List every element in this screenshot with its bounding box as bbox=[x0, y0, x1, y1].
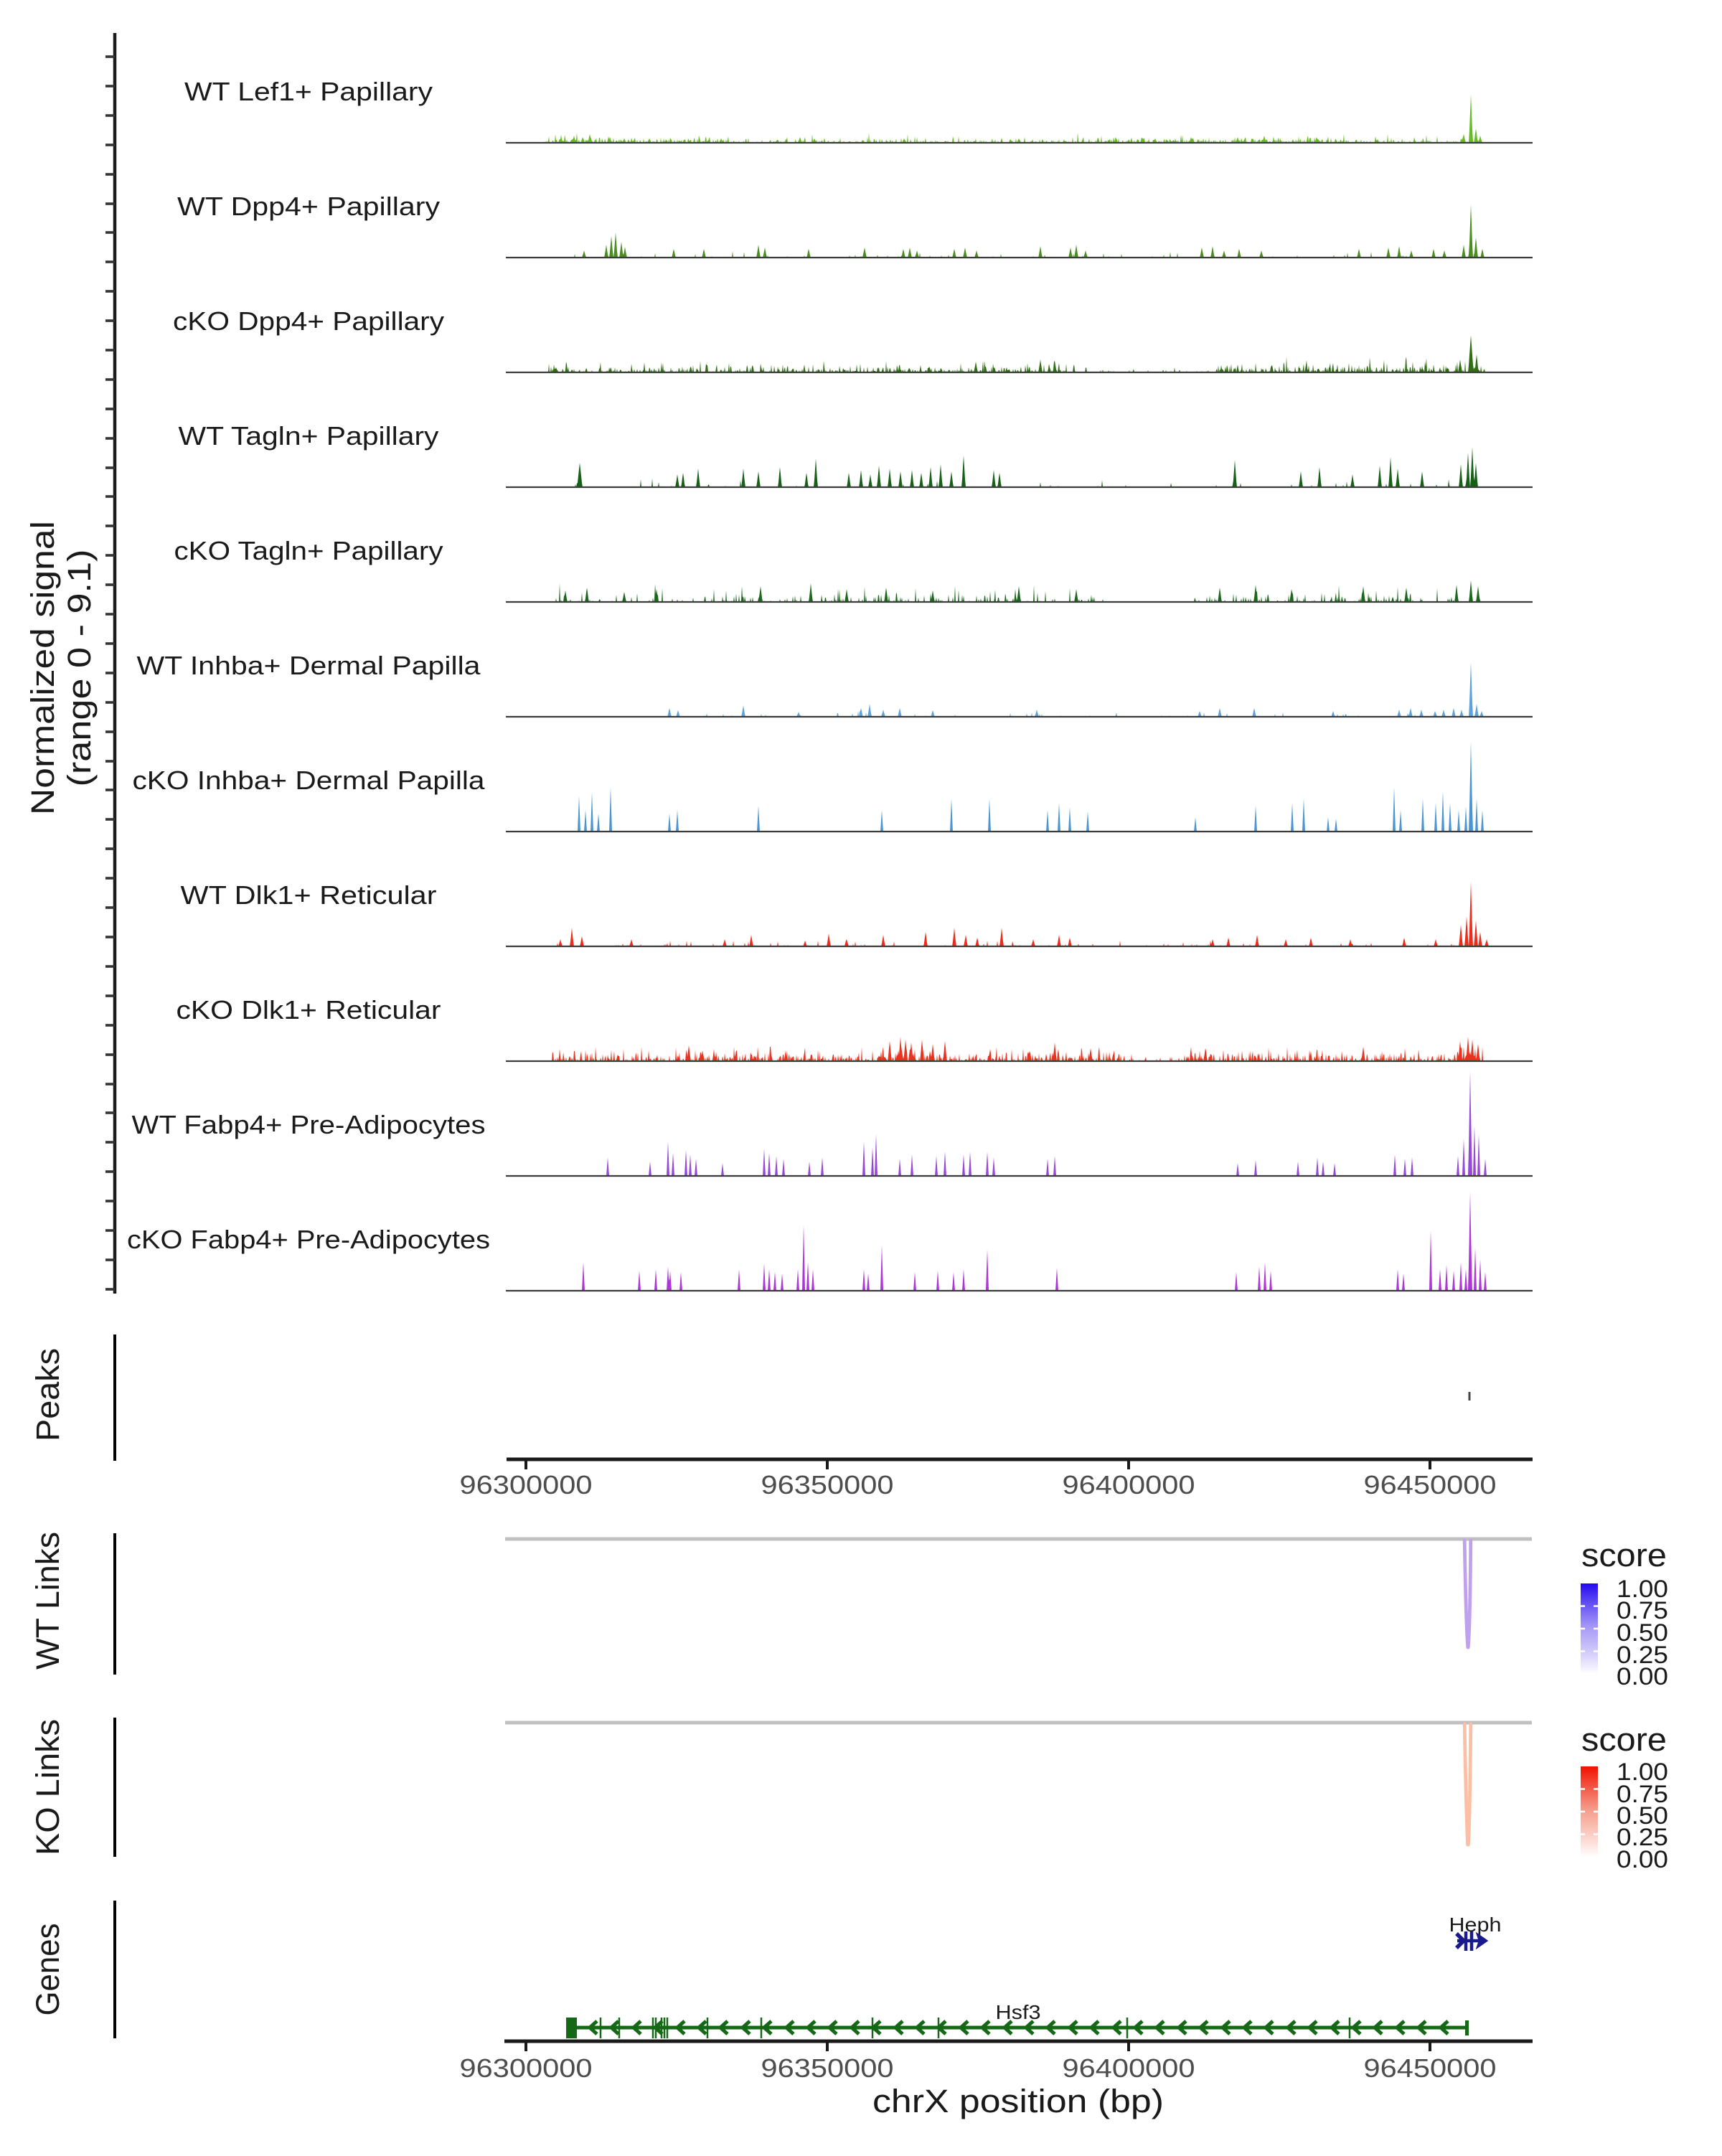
svg-text:(range 0 - 9.1): (range 0 - 9.1) bbox=[61, 550, 98, 787]
svg-text:Genes: Genes bbox=[29, 1924, 66, 2016]
svg-text:1.00: 1.00 bbox=[1617, 1759, 1668, 1786]
svg-text:96400000: 96400000 bbox=[1063, 2053, 1195, 2083]
svg-text:0.75: 0.75 bbox=[1617, 1781, 1668, 1808]
svg-text:score: score bbox=[1581, 1721, 1667, 1758]
svg-text:WT Fabp4+ Pre-Adipocytes: WT Fabp4+ Pre-Adipocytes bbox=[132, 1110, 486, 1139]
svg-text:0.25: 0.25 bbox=[1617, 1824, 1668, 1851]
svg-text:96350000: 96350000 bbox=[761, 1470, 894, 1500]
svg-text:Normalized signal: Normalized signal bbox=[24, 521, 61, 815]
svg-text:cKO Dpp4+ Papillary: cKO Dpp4+ Papillary bbox=[173, 306, 444, 336]
svg-text:WT Links: WT Links bbox=[29, 1532, 66, 1670]
svg-text:Heph: Heph bbox=[1449, 1913, 1502, 1936]
svg-text:0.50: 0.50 bbox=[1617, 1619, 1668, 1647]
svg-text:score: score bbox=[1581, 1537, 1667, 1573]
svg-text:KO Links: KO Links bbox=[29, 1719, 66, 1855]
svg-text:cKO Inhba+ Dermal Papilla: cKO Inhba+ Dermal Papilla bbox=[133, 766, 486, 795]
svg-text:96450000: 96450000 bbox=[1364, 1470, 1497, 1500]
svg-text:WT Dpp4+ Papillary: WT Dpp4+ Papillary bbox=[177, 192, 440, 221]
svg-text:WT Inhba+ Dermal Papilla: WT Inhba+ Dermal Papilla bbox=[137, 651, 481, 680]
svg-text:0.75: 0.75 bbox=[1617, 1597, 1668, 1624]
svg-text:WT Tagln+ Papillary: WT Tagln+ Papillary bbox=[179, 421, 439, 451]
svg-text:96350000: 96350000 bbox=[761, 2053, 894, 2083]
svg-text:96300000: 96300000 bbox=[460, 2053, 593, 2083]
svg-text:0.00: 0.00 bbox=[1617, 1846, 1668, 1873]
svg-text:cKO Dlk1+ Reticular: cKO Dlk1+ Reticular bbox=[177, 995, 441, 1025]
svg-text:WT Dlk1+ Reticular: WT Dlk1+ Reticular bbox=[181, 880, 437, 910]
svg-text:96300000: 96300000 bbox=[460, 1470, 593, 1500]
svg-text:cKO Tagln+ Papillary: cKO Tagln+ Papillary bbox=[174, 536, 443, 565]
svg-text:0.25: 0.25 bbox=[1617, 1642, 1668, 1669]
svg-text:96400000: 96400000 bbox=[1063, 1470, 1195, 1500]
svg-text:Peaks: Peaks bbox=[29, 1348, 66, 1441]
svg-text:chrX position (bp): chrX position (bp) bbox=[872, 2083, 1164, 2119]
svg-text:cKO Fabp4+ Pre-Adipocytes: cKO Fabp4+ Pre-Adipocytes bbox=[127, 1225, 490, 1254]
svg-text:0.00: 0.00 bbox=[1617, 1663, 1668, 1690]
svg-text:1.00: 1.00 bbox=[1617, 1576, 1668, 1603]
svg-text:Hsf3: Hsf3 bbox=[996, 2001, 1041, 2023]
svg-text:96450000: 96450000 bbox=[1364, 2053, 1497, 2083]
svg-text:0.50: 0.50 bbox=[1617, 1802, 1668, 1830]
svg-text:WT Lef1+ Papillary: WT Lef1+ Papillary bbox=[184, 77, 433, 106]
